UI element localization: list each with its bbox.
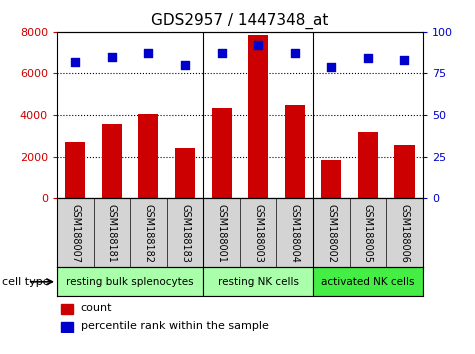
Bar [358,132,378,198]
Text: GSM188006: GSM188006 [399,204,409,263]
Point [218,51,226,56]
Bar [102,124,122,198]
Point [71,59,79,65]
Bar [394,145,415,198]
Point [328,64,335,70]
Bar [313,267,423,296]
Text: resting bulk splenocytes: resting bulk splenocytes [66,277,194,287]
Bar [203,267,313,296]
Text: percentile rank within the sample: percentile rank within the sample [81,321,269,331]
Bar [65,142,86,198]
Text: resting NK cells: resting NK cells [218,277,299,287]
Bar [138,114,159,198]
Point [255,42,262,48]
Point [108,54,116,59]
Text: count: count [81,303,112,313]
Point [181,62,189,68]
Text: cell type: cell type [2,277,50,287]
Text: GSM188007: GSM188007 [70,204,80,263]
Bar [57,267,203,296]
Bar [211,108,232,198]
Point [364,56,372,61]
Text: GSM188001: GSM188001 [217,204,227,263]
Text: activated NK cells: activated NK cells [321,277,415,287]
Bar [248,35,268,198]
Title: GDS2957 / 1447348_at: GDS2957 / 1447348_at [151,13,329,29]
Bar [61,322,74,332]
Bar [61,304,74,314]
Bar [285,105,305,198]
Point [291,51,299,56]
Text: GSM188002: GSM188002 [326,204,336,263]
Text: GSM188004: GSM188004 [290,204,300,263]
Text: GSM188005: GSM188005 [363,204,373,263]
Text: GSM188182: GSM188182 [143,204,153,263]
Text: GSM188003: GSM188003 [253,204,263,263]
Bar [321,160,342,198]
Text: GSM188181: GSM188181 [107,204,117,263]
Point [144,51,152,56]
Point [400,57,408,63]
Bar [175,148,195,198]
Text: GSM188183: GSM188183 [180,204,190,263]
